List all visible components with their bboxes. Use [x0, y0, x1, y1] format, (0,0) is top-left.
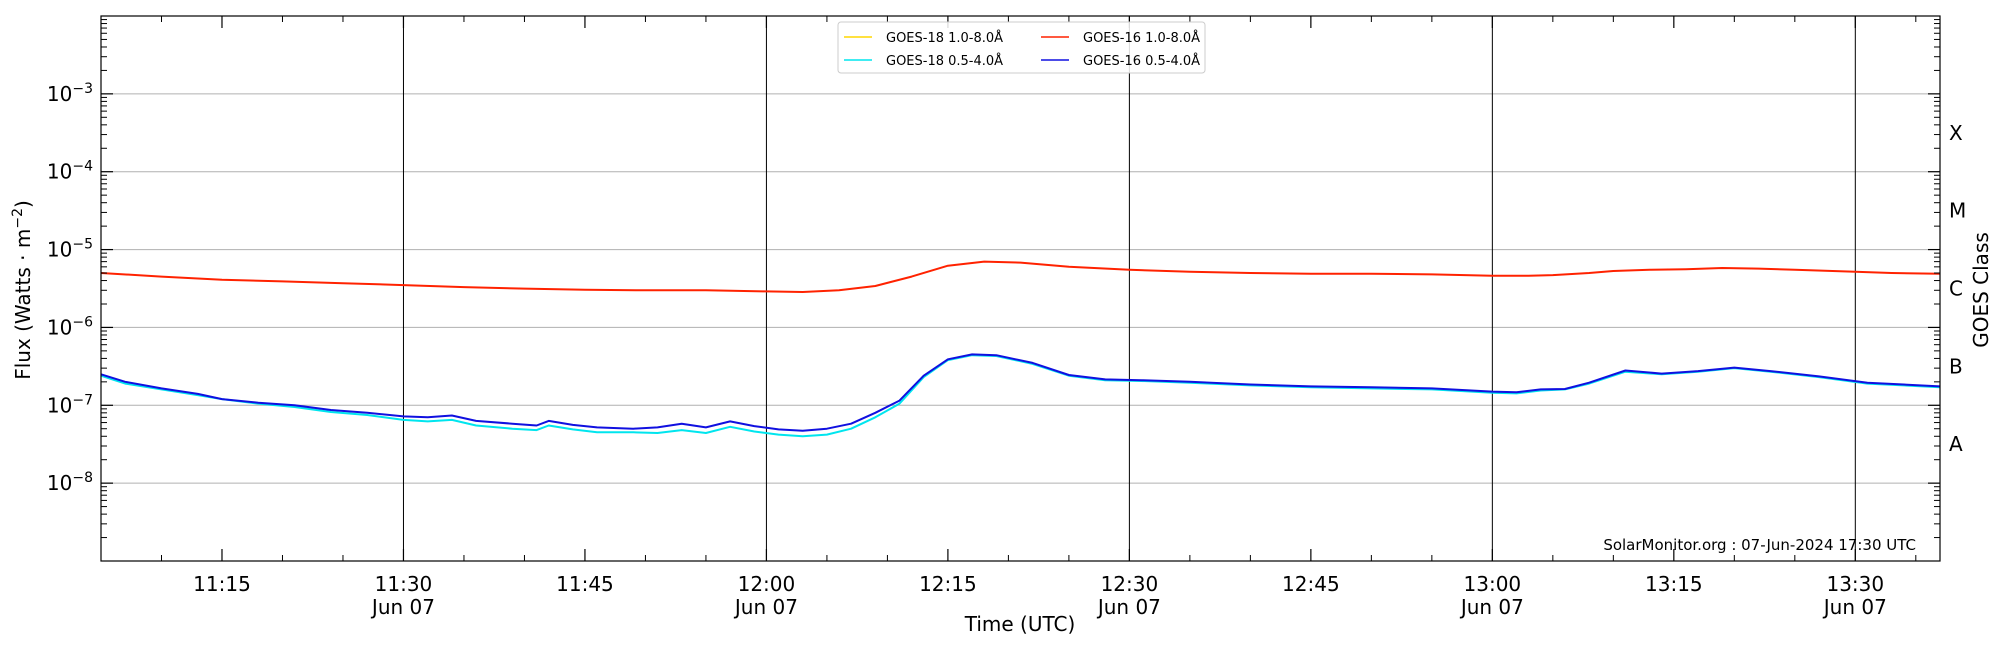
- credit-text: SolarMonitor.org : 07-Jun-2024 17:30 UTC: [1603, 536, 1916, 554]
- x-tick-date-label: Jun 07: [370, 595, 435, 619]
- y-tick-label-base: 10: [47, 471, 72, 495]
- goes-class-label: X: [1949, 121, 1963, 145]
- y-tick-label-exponent: −8: [72, 470, 93, 486]
- x-tick-label: 12:00: [738, 572, 796, 596]
- x-axis-title: Time (UTC): [964, 612, 1076, 636]
- x-tick-label: 13:00: [1464, 572, 1522, 596]
- y-tick-label-base: 10: [47, 82, 72, 106]
- legend: GOES-18 1.0-8.0Å GOES-18 0.5-4.0Å GOES-16 …: [837, 21, 1206, 74]
- grid-layer: [101, 93, 1940, 484]
- y-tick-label-base: 10: [47, 238, 72, 262]
- y-tick-label-base: 10: [47, 160, 72, 184]
- x-tick-date-label: Jun 07: [1096, 595, 1161, 619]
- x-tick-label: 13:15: [1645, 572, 1703, 596]
- legend-label: GOES-18 0.5-4.0Å: [886, 53, 1003, 69]
- y-tick-label: 10−6: [47, 314, 93, 339]
- y-tick-label-exponent: −3: [72, 81, 93, 97]
- legend-label: GOES-16 0.5-4.0Å: [1083, 53, 1200, 69]
- series-layer: [100, 260, 1941, 438]
- goes-class-label: C: [1949, 277, 1963, 301]
- y-tick-label-base: 10: [47, 393, 72, 417]
- series-line-2: [100, 354, 1941, 438]
- y-axis-title-sup: −2: [10, 208, 26, 229]
- x-tick-label: 12:45: [1282, 572, 1340, 596]
- legend-label: GOES-16 1.0-8.0Å: [1083, 30, 1200, 46]
- x-tick-label: 11:15: [193, 572, 251, 596]
- y-tick-label-exponent: −7: [72, 392, 93, 408]
- y-tick-label: 10−3: [47, 81, 93, 106]
- plot-frame: [100, 15, 1941, 562]
- x-tick-label: 11:30: [375, 572, 433, 596]
- y-axis-title-close: ): [11, 200, 35, 208]
- y-tick-label-exponent: −5: [72, 237, 93, 253]
- goes-class-label: B: [1949, 354, 1963, 378]
- goes-class-label: A: [1949, 432, 1963, 456]
- tick-layer: [100, 16, 1940, 561]
- y-tick-label: 10−7: [47, 392, 93, 417]
- y-tick-label: 10−8: [47, 470, 93, 495]
- y-axis-title-main: Flux (Watts · m: [11, 229, 35, 380]
- y-axis-title: Flux (Watts · m−2): [10, 200, 35, 380]
- series-line-1: [100, 260, 1941, 293]
- y-tick-label-exponent: −6: [72, 314, 93, 330]
- goes-class-label: M: [1949, 199, 1966, 223]
- x-tick-label: 12:15: [919, 572, 977, 596]
- x-tick-label: 11:45: [556, 572, 614, 596]
- legend-box: [837, 21, 1206, 74]
- x-tick-date-label: Jun 07: [1822, 595, 1887, 619]
- y-tick-label-exponent: −4: [72, 159, 93, 175]
- series-line-3: [100, 353, 1941, 432]
- x-tick-label: 12:30: [1101, 572, 1159, 596]
- y-tick-label: 10−5: [47, 237, 93, 262]
- x-tick-date-label: Jun 07: [1459, 595, 1524, 619]
- x-tick-label: 13:30: [1826, 572, 1884, 596]
- legend-label: GOES-18 1.0-8.0Å: [886, 30, 1003, 46]
- y-tick-label: 10−4: [47, 159, 93, 184]
- day-boundary-lines: [402, 16, 1856, 561]
- goes-class-axis-title: GOES Class: [1969, 232, 1993, 348]
- x-tick-date-label: Jun 07: [733, 595, 798, 619]
- y-tick-label-base: 10: [47, 315, 72, 339]
